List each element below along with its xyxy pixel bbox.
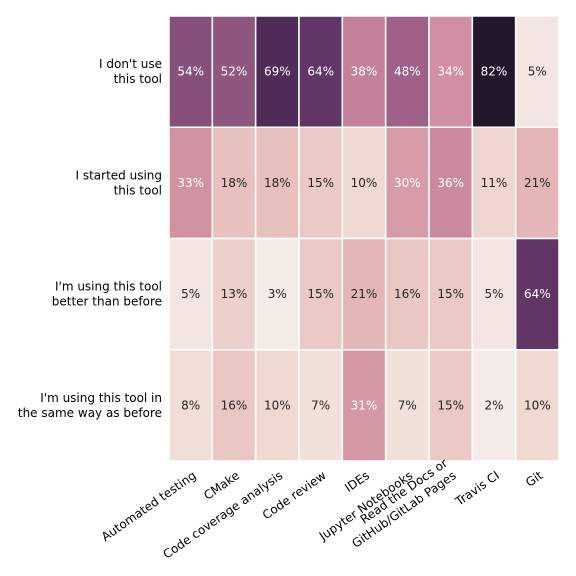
cell-value-label: 36%: [437, 176, 464, 190]
heatmap-cell: [298, 349, 344, 462]
heatmap-cell: [168, 349, 214, 462]
cell-value-label: 64%: [524, 287, 551, 301]
heatmap-cell: [341, 237, 387, 351]
heatmap-cell: [211, 15, 257, 128]
cell-value-label: 15%: [307, 176, 334, 190]
cell-value-label: 31%: [351, 398, 378, 412]
cell-value-label: 18%: [264, 176, 291, 190]
column-label: Git: [523, 468, 545, 490]
heatmap-cell: [471, 15, 517, 128]
column-label: Travis CI: [452, 468, 502, 509]
heatmap-cell: [298, 237, 344, 351]
row-labels: I don't use this tool I started using this …: [18, 57, 162, 420]
cell-value-label: 54%: [177, 65, 204, 79]
cell-value-label: 16%: [394, 287, 421, 301]
heatmap-cell: [211, 237, 257, 351]
heatmap-cell: [168, 15, 214, 128]
heatmap-cells: 54% 52% 69% 64% 38% 48% 34% 82% 5% 33% 18% 18% 15% 10…: [168, 15, 560, 462]
column-label: IDEs: [342, 468, 372, 495]
cell-value-label: 34%: [437, 65, 464, 79]
heatmap-cell: [168, 126, 214, 240]
row-label: I'm using this tool better than before: [52, 280, 162, 309]
cell-value-label: 15%: [307, 287, 334, 301]
heatmap-cell: [471, 126, 517, 240]
cell-value-label: 30%: [394, 176, 421, 190]
row-label: I don't use this tool: [99, 57, 162, 86]
cell-value-label: 8%: [181, 398, 200, 412]
cell-value-label: 18%: [221, 176, 248, 190]
cell-value-label: 2%: [484, 398, 503, 412]
cell-value-label: 33%: [177, 176, 204, 190]
cell-value-label: 82%: [481, 65, 508, 79]
row-label: I'm using this tool in the same way as be…: [18, 391, 162, 420]
cell-value-label: 11%: [481, 176, 508, 190]
cell-value-label: 10%: [264, 398, 291, 412]
heatmap-cell: [428, 126, 474, 240]
cell-value-label: 15%: [437, 287, 464, 301]
heatmap-cell: [211, 349, 257, 462]
heatmap-cell: [428, 349, 474, 462]
heatmap-cell: [471, 349, 517, 462]
heatmap-cell: [514, 126, 560, 240]
cell-value-label: 5%: [181, 287, 200, 301]
cell-value-label: 64%: [307, 65, 334, 79]
cell-value-label: 13%: [221, 287, 248, 301]
cell-value-label: 48%: [394, 65, 421, 79]
cell-value-label: 5%: [528, 65, 547, 79]
cell-value-label: 7%: [398, 398, 417, 412]
heatmap-cell: [341, 126, 387, 240]
cell-value-label: 10%: [351, 176, 378, 190]
heatmap-cell: [168, 237, 214, 351]
cell-value-label: 52%: [221, 65, 248, 79]
cell-value-label: 16%: [221, 398, 248, 412]
cell-value-label: 10%: [524, 398, 551, 412]
row-label: I started using this tool: [75, 168, 162, 197]
cell-value-label: 15%: [437, 398, 464, 412]
cell-value-label: 38%: [351, 65, 378, 79]
heatmap-cell: [254, 237, 300, 351]
cell-value-label: 21%: [351, 287, 378, 301]
cell-value-label: 5%: [484, 287, 503, 301]
cell-value-label: 69%: [264, 65, 291, 79]
heatmap-cell: [514, 237, 560, 351]
heatmap-cell: [384, 15, 430, 128]
cell-value-label: 7%: [311, 398, 330, 412]
cell-value-label: 3%: [268, 287, 287, 301]
heatmap-cell: [514, 349, 560, 462]
cell-value-label: 21%: [524, 176, 551, 190]
heatmap-cell: [254, 126, 300, 240]
